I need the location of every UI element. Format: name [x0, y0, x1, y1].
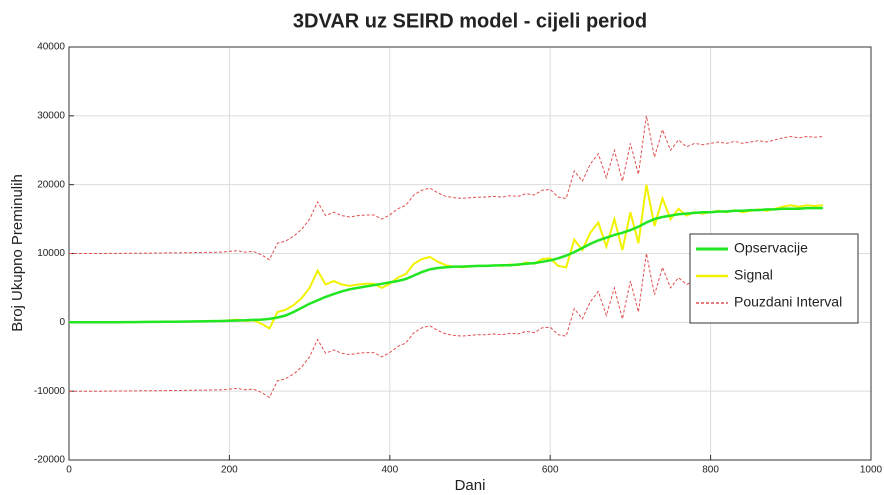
- x-tick-label: 1000: [860, 465, 883, 476]
- chart-title: 3DVAR uz SEIRD model - cijeli period: [293, 10, 647, 32]
- x-tick-label: 200: [221, 465, 238, 476]
- x-tick-label: 600: [542, 465, 559, 476]
- y-tick-label: 0: [59, 317, 65, 328]
- y-tick-label: -20000: [34, 455, 66, 466]
- legend-label: Opservacije: [734, 240, 808, 256]
- y-tick-label: -10000: [34, 386, 66, 397]
- y-tick-label: 40000: [37, 42, 65, 53]
- series-line: [69, 206, 823, 324]
- x-tick-label: 0: [66, 465, 72, 476]
- y-tick-label: 10000: [37, 248, 65, 259]
- legend-label: Signal: [734, 267, 773, 283]
- x-tick-label: 800: [702, 465, 719, 476]
- legend-label: Pouzdani Interval: [734, 294, 842, 310]
- x-tick-label: 400: [381, 465, 398, 476]
- x-axis-label: Dani: [455, 477, 486, 494]
- y-axis-label: Broj Ukupno Preminulih: [9, 174, 26, 332]
- y-tick-label: 20000: [37, 179, 65, 190]
- series-line: [69, 115, 823, 261]
- y-tick-label: 30000: [37, 110, 65, 121]
